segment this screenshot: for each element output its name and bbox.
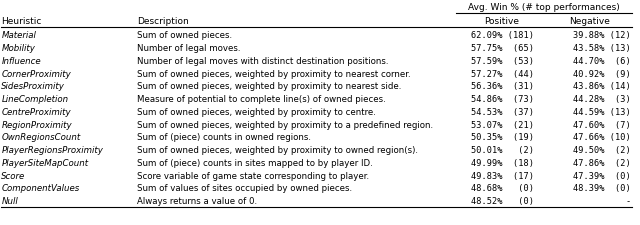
Text: Heuristic: Heuristic (1, 17, 42, 26)
Text: 43.58% (13): 43.58% (13) (573, 44, 631, 53)
Text: 49.50%  (2): 49.50% (2) (573, 146, 631, 154)
Text: LineCompletion: LineCompletion (1, 95, 68, 104)
Text: Description: Description (137, 17, 189, 26)
Text: 44.28%  (3): 44.28% (3) (573, 95, 631, 104)
Text: SidesProximity: SidesProximity (1, 82, 65, 91)
Text: 62.09% (181): 62.09% (181) (472, 31, 534, 40)
Text: CornerProximity: CornerProximity (1, 69, 71, 78)
Text: Negative: Negative (569, 17, 610, 26)
Text: Null: Null (1, 196, 18, 205)
Text: 57.59%  (53): 57.59% (53) (472, 57, 534, 65)
Text: Mobility: Mobility (1, 44, 35, 53)
Text: 48.68%   (0): 48.68% (0) (472, 184, 534, 193)
Text: Influence: Influence (1, 57, 41, 65)
Text: -: - (626, 196, 631, 205)
Text: 47.66% (10): 47.66% (10) (573, 133, 631, 142)
Text: 40.92%  (9): 40.92% (9) (573, 69, 631, 78)
Text: 53.07%  (21): 53.07% (21) (472, 120, 534, 129)
Text: Avg. Win % (# top performances): Avg. Win % (# top performances) (468, 3, 620, 12)
Text: Sum of owned pieces, weighted by proximity to a predefined region.: Sum of owned pieces, weighted by proximi… (137, 120, 433, 129)
Text: OwnRegionsCount: OwnRegionsCount (1, 133, 81, 142)
Text: Sum of owned pieces, weighted by proximity to nearest side.: Sum of owned pieces, weighted by proximi… (137, 82, 401, 91)
Text: 57.27%  (44): 57.27% (44) (472, 69, 534, 78)
Text: 47.39%  (0): 47.39% (0) (573, 171, 631, 180)
Text: 39.88% (12): 39.88% (12) (573, 31, 631, 40)
Text: PlayerRegionsProximity: PlayerRegionsProximity (1, 146, 103, 154)
Text: Score variable of game state corresponding to player.: Score variable of game state correspondi… (137, 171, 369, 180)
Text: 54.86%  (73): 54.86% (73) (472, 95, 534, 104)
Text: 48.52%   (0): 48.52% (0) (472, 196, 534, 205)
Text: Number of legal moves.: Number of legal moves. (137, 44, 241, 53)
Text: Material: Material (1, 31, 36, 40)
Text: 57.75%  (65): 57.75% (65) (472, 44, 534, 53)
Text: 47.60%  (7): 47.60% (7) (573, 120, 631, 129)
Text: 44.59% (13): 44.59% (13) (573, 107, 631, 116)
Text: Number of legal moves with distinct destination positions.: Number of legal moves with distinct dest… (137, 57, 388, 65)
Text: PlayerSiteMapCount: PlayerSiteMapCount (1, 158, 88, 167)
Text: Sum of values of sites occupied by owned pieces.: Sum of values of sites occupied by owned… (137, 184, 352, 193)
Text: Positive: Positive (484, 17, 519, 26)
Text: Sum of owned pieces, weighted by proximity to owned region(s).: Sum of owned pieces, weighted by proximi… (137, 146, 418, 154)
Text: Sum of (piece) counts in sites mapped to by player ID.: Sum of (piece) counts in sites mapped to… (137, 158, 372, 167)
Text: ComponentValues: ComponentValues (1, 184, 79, 193)
Text: 49.99%  (18): 49.99% (18) (472, 158, 534, 167)
Text: Measure of potential to complete line(s) of owned pieces.: Measure of potential to complete line(s)… (137, 95, 386, 104)
Text: Sum of owned pieces, weighted by proximity to centre.: Sum of owned pieces, weighted by proximi… (137, 107, 376, 116)
Text: 48.39%  (0): 48.39% (0) (573, 184, 631, 193)
Text: Sum of owned pieces, weighted by proximity to nearest corner.: Sum of owned pieces, weighted by proximi… (137, 69, 411, 78)
Text: Always returns a value of 0.: Always returns a value of 0. (137, 196, 257, 205)
Text: 47.86%  (2): 47.86% (2) (573, 158, 631, 167)
Text: 54.53%  (37): 54.53% (37) (472, 107, 534, 116)
Text: 50.35%  (19): 50.35% (19) (472, 133, 534, 142)
Text: RegionProximity: RegionProximity (1, 120, 72, 129)
Text: 56.36%  (31): 56.36% (31) (472, 82, 534, 91)
Text: CentreProximity: CentreProximity (1, 107, 71, 116)
Text: 44.70%  (6): 44.70% (6) (573, 57, 631, 65)
Text: 50.01%   (2): 50.01% (2) (472, 146, 534, 154)
Text: 49.83%  (17): 49.83% (17) (472, 171, 534, 180)
Text: 43.86% (14): 43.86% (14) (573, 82, 631, 91)
Text: Sum of (piece) counts in owned regions.: Sum of (piece) counts in owned regions. (137, 133, 311, 142)
Text: Score: Score (1, 171, 26, 180)
Text: Sum of owned pieces.: Sum of owned pieces. (137, 31, 232, 40)
